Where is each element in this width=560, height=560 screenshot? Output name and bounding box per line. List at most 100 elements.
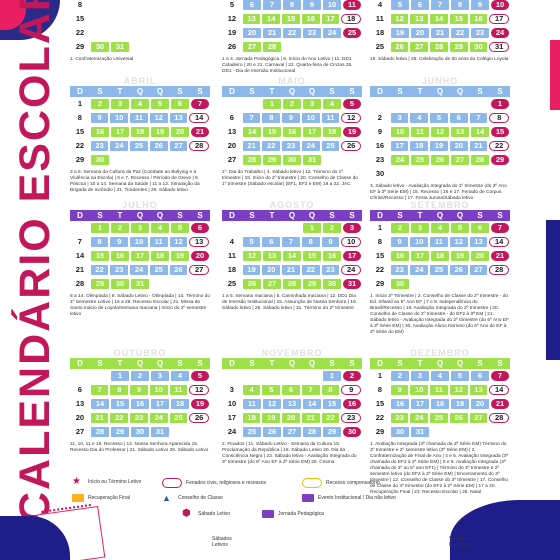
- day-cell: [191, 14, 209, 24]
- day-cell: 21: [491, 399, 509, 409]
- day-cell: 2: [111, 223, 129, 233]
- day-cell: 7: [90, 385, 109, 395]
- month-block: NOVEMBRO D S T Q Q S S 1 2 3 4 5 6 7 8 9 10 11 12 13 14 15 16 17…: [222, 348, 362, 466]
- day-cell: [283, 42, 301, 52]
- weekday-label: T: [117, 211, 123, 220]
- day-cell: 8: [110, 385, 129, 395]
- day-cell: 31: [303, 155, 321, 165]
- day-cell: 11: [343, 0, 361, 10]
- week-row: 17 18 19 20 21 22 23: [222, 413, 362, 425]
- weekday-label: S: [397, 359, 403, 368]
- weekday-label: S: [249, 211, 255, 220]
- day-cell: 13: [75, 399, 85, 408]
- month-notes: 1. Avaliação Integrada (3ª chamada da 3ª…: [370, 442, 509, 495]
- day-cell: 23: [303, 28, 321, 38]
- weekday-label: Q: [308, 87, 316, 96]
- day-cell: 26: [263, 427, 281, 437]
- week-row: 8: [70, 0, 210, 12]
- day-cell: [91, 14, 109, 24]
- day-cell: [491, 169, 509, 179]
- day-cell: 28: [189, 141, 210, 151]
- day-cell: 11: [243, 399, 261, 409]
- week-row: 20 21 22 23 24 25 26: [222, 141, 362, 153]
- day-cell: 19: [343, 127, 361, 137]
- day-cell: 3: [229, 385, 234, 394]
- week-row: 13 14 15 16 17 18 19: [222, 127, 362, 139]
- weekday-label: Q: [308, 211, 316, 220]
- month-name: ABRIL: [123, 76, 157, 86]
- day-cell: [171, 0, 189, 10]
- day-cell: 4: [377, 0, 383, 9]
- day-cell: 12: [390, 14, 409, 24]
- day-cell: [343, 155, 361, 165]
- day-cell: [471, 427, 489, 437]
- weekday-label: Q: [456, 87, 464, 96]
- day-cell: 18: [323, 127, 341, 137]
- day-cell: 1: [77, 99, 83, 108]
- day-cell: [71, 371, 89, 381]
- day-cell: 2: [391, 371, 409, 381]
- week-row: 11 12 13 14 15 16 17: [222, 251, 362, 263]
- day-cell: [371, 99, 389, 109]
- day-cell: [391, 169, 409, 179]
- day-cell: 30: [91, 155, 109, 165]
- weekday-label: D: [229, 359, 235, 368]
- day-cell: 4: [171, 371, 189, 381]
- weekday-label: S: [397, 211, 403, 220]
- weekday-label: T: [269, 87, 275, 96]
- day-cell: 9: [377, 127, 383, 136]
- day-cell: 30: [91, 42, 109, 52]
- day-cell: 13: [451, 127, 469, 137]
- day-cell: 19: [171, 251, 189, 261]
- week-row: 8 9 10 11 12 13 14: [370, 237, 510, 249]
- day-cell: 4: [431, 371, 449, 381]
- day-cell: [171, 42, 189, 52]
- day-cell: 17: [227, 413, 237, 422]
- day-cell: 23: [282, 141, 300, 151]
- day-cell: [151, 14, 169, 24]
- day-cell: 27: [451, 155, 469, 165]
- weekday-label: S: [329, 359, 335, 368]
- day-cell: 16: [131, 399, 149, 409]
- day-cell: 11: [149, 237, 168, 247]
- day-cell: 17: [390, 141, 409, 151]
- day-cell: 5: [229, 0, 235, 9]
- week-row: 27 28 29 30 31: [70, 427, 210, 439]
- day-cell: 31: [151, 427, 169, 437]
- weekday-label: T: [417, 359, 423, 368]
- day-cell: 23: [375, 155, 385, 164]
- day-cell: [111, 14, 129, 24]
- day-cell: 23: [321, 265, 340, 275]
- day-cell: 27: [243, 42, 261, 52]
- day-cell: 27: [469, 265, 488, 275]
- day-cell: 5: [262, 385, 281, 395]
- day-cell: 6: [471, 371, 489, 381]
- day-cell: 13: [263, 251, 281, 261]
- month-name: OUTUBRO: [113, 348, 167, 358]
- day-cell: 24: [110, 141, 129, 151]
- day-cell: [243, 99, 261, 109]
- day-cell: 16: [91, 127, 109, 137]
- day-cell: [191, 427, 209, 437]
- day-cell: 22: [375, 265, 385, 274]
- day-cell: 6: [449, 113, 468, 123]
- day-cell: 2: [391, 223, 409, 233]
- day-cell: 22: [283, 28, 301, 38]
- day-cell: 24: [149, 413, 168, 423]
- day-cell: 1: [323, 371, 341, 381]
- week-row: 18 19 20 21 22 23 24: [222, 265, 362, 277]
- day-cell: 13: [469, 385, 488, 395]
- day-cell: 9: [90, 113, 109, 123]
- day-cell: 16: [391, 251, 409, 261]
- week-row: 6 7 8 9 10 11 12: [70, 385, 210, 397]
- day-cell: 22: [489, 141, 510, 151]
- day-cell: 20: [411, 28, 429, 38]
- day-cell: 16: [391, 399, 409, 409]
- day-cell: [191, 28, 209, 38]
- day-cell: 28: [75, 279, 85, 288]
- day-cell: 20: [282, 413, 300, 423]
